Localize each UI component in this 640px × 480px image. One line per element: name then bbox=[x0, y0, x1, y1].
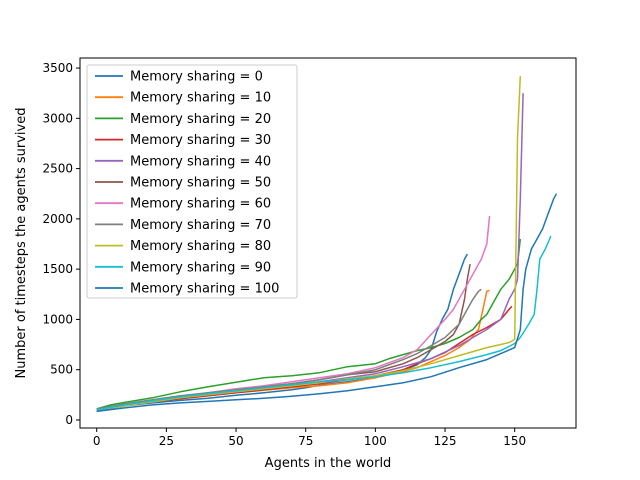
legend-label: Memory sharing = 60 bbox=[130, 197, 271, 212]
y-tick-label: 1000 bbox=[42, 312, 73, 326]
series-lines bbox=[96, 76, 558, 413]
legend-box bbox=[86, 64, 298, 299]
legend: Memory sharing = 0 Memory sharing = 10 Mem… bbox=[86, 64, 298, 299]
x-tick-label: 75 bbox=[298, 434, 313, 448]
y-tick-label: 3000 bbox=[42, 111, 73, 125]
series-line-9 bbox=[96, 235, 552, 411]
y-axis-label: Number of timesteps the agents survived bbox=[14, 108, 29, 379]
legend-label: Memory sharing = 0 bbox=[130, 70, 263, 85]
legend-label: Memory sharing = 30 bbox=[130, 133, 271, 148]
legend-label: Memory sharing = 20 bbox=[130, 112, 271, 127]
series-line-10 bbox=[96, 193, 558, 413]
x-tick-label: 0 bbox=[93, 434, 101, 448]
y-tick-label: 2500 bbox=[42, 162, 73, 176]
legend-label: Memory sharing = 90 bbox=[130, 260, 271, 275]
legend-label: Memory sharing = 100 bbox=[130, 282, 279, 297]
legend-label: Memory sharing = 80 bbox=[130, 239, 271, 254]
y-axis-ticks: 0 500 1000 1500 2000 2500 3000 3500 bbox=[42, 61, 80, 427]
x-axis-label: Agents in the world bbox=[265, 456, 392, 471]
x-tick-label: 100 bbox=[364, 434, 387, 448]
legend-label: Memory sharing = 50 bbox=[130, 176, 271, 191]
y-tick-label: 2000 bbox=[42, 212, 73, 226]
series-line-7 bbox=[96, 288, 482, 410]
series-line-8 bbox=[96, 76, 522, 411]
y-tick-label: 500 bbox=[50, 363, 73, 377]
x-tick-label: 25 bbox=[159, 434, 174, 448]
x-axis-ticks: 0 25 50 75 100 125 150 bbox=[93, 428, 526, 448]
plot-area-frame bbox=[79, 57, 577, 429]
x-tick-label: 50 bbox=[228, 434, 243, 448]
y-tick-label: 0 bbox=[65, 413, 73, 427]
series-line-2 bbox=[96, 238, 522, 410]
legend-label: Memory sharing = 70 bbox=[130, 218, 271, 233]
legend-label: Memory sharing = 40 bbox=[130, 154, 271, 169]
x-tick-label: 125 bbox=[434, 434, 457, 448]
y-tick-label: 1500 bbox=[42, 262, 73, 276]
x-tick-label: 150 bbox=[503, 434, 526, 448]
y-tick-label: 3500 bbox=[42, 61, 73, 75]
legend-label: Memory sharing = 10 bbox=[130, 91, 271, 106]
